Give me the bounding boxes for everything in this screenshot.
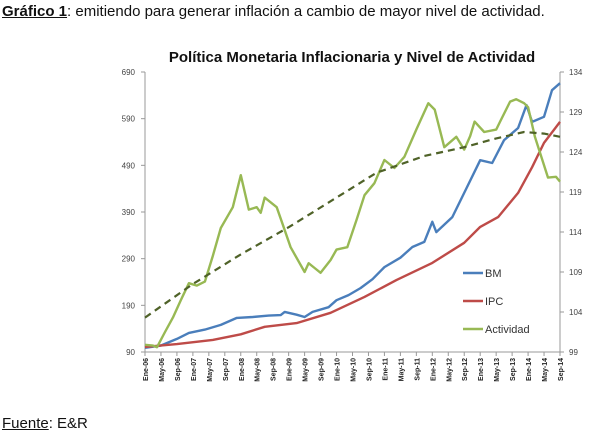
legend-label: IPC — [485, 296, 503, 308]
x-tick-label: May-07 — [207, 358, 214, 382]
x-tick-label: May-11 — [398, 358, 405, 381]
x-tick-label: Ene-07 — [191, 358, 198, 381]
left-tick-label: 490 — [122, 161, 136, 170]
x-tick-label: May-13 — [494, 358, 501, 382]
right-tick-label: 109 — [569, 268, 583, 277]
x-tick-label: Sep-10 — [366, 358, 373, 381]
right-tick-label: 114 — [569, 228, 582, 237]
right-tick-label: 119 — [569, 188, 582, 197]
x-tick-label: Ene-10 — [335, 358, 342, 381]
chart-title: Política Monetaria Inflacionaria y Nivel… — [169, 49, 535, 66]
right-tick-label: 129 — [569, 108, 583, 117]
left-tick-label: 190 — [122, 301, 136, 310]
source-label: Fuente — [2, 415, 49, 432]
legend-label: BM — [485, 268, 502, 280]
x-tick-label: Ene-08 — [239, 358, 246, 381]
series-line-ipc — [144, 121, 561, 349]
x-tick-label: May-12 — [446, 358, 453, 382]
series-line-tendencia-actividad — [144, 130, 561, 319]
x-tick-label: May-06 — [159, 358, 166, 382]
left-tick-label: 90 — [126, 348, 135, 357]
x-tick-label: May-09 — [303, 358, 310, 382]
legend-label: Actividad — [485, 324, 530, 336]
figure-caption: : emitiendo para generar inflación a cam… — [67, 3, 545, 20]
left-tick-label: 390 — [122, 208, 136, 217]
right-tick-label: 104 — [569, 308, 583, 317]
x-tick-label: Sep-08 — [271, 358, 278, 381]
figure-heading: Gráfico 1: emitiendo para generar inflac… — [2, 3, 545, 20]
series-line-actividad — [144, 97, 561, 349]
x-tick-label: Sep-07 — [223, 358, 230, 381]
x-tick-label: Ene-11 — [382, 358, 389, 381]
right-tick-label: 134 — [569, 68, 583, 77]
x-tick-label: May-10 — [351, 358, 358, 382]
x-tick-label: Sep-14 — [558, 358, 565, 381]
x-tick-label: May-14 — [542, 358, 549, 382]
left-tick-label: 290 — [122, 255, 136, 264]
x-tick-label: Ene-09 — [287, 358, 294, 381]
x-tick-label: Ene-06 — [143, 358, 150, 381]
source-text: : E&R — [48, 415, 88, 432]
x-tick-label: Sep-09 — [319, 358, 326, 381]
x-tick-label: May-08 — [255, 358, 262, 382]
x-tick-label: Sep-11 — [414, 358, 421, 381]
left-tick-label: 590 — [122, 115, 136, 124]
x-tick-label: Ene-12 — [430, 358, 437, 381]
figure-label: Gráfico 1 — [2, 3, 68, 20]
x-tick-label: Sep-13 — [510, 358, 517, 381]
source-note: Fuente: E&R — [2, 415, 88, 432]
series-line-bm — [144, 82, 561, 349]
left-tick-label: 690 — [122, 68, 136, 77]
right-tick-label: 99 — [569, 348, 578, 357]
x-tick-label: Sep-12 — [462, 358, 469, 381]
x-tick-label: Ene-13 — [478, 358, 485, 381]
x-tick-label: Sep-06 — [175, 358, 182, 381]
right-tick-label: 124 — [569, 148, 583, 157]
x-tick-label: Ene-14 — [526, 358, 533, 381]
